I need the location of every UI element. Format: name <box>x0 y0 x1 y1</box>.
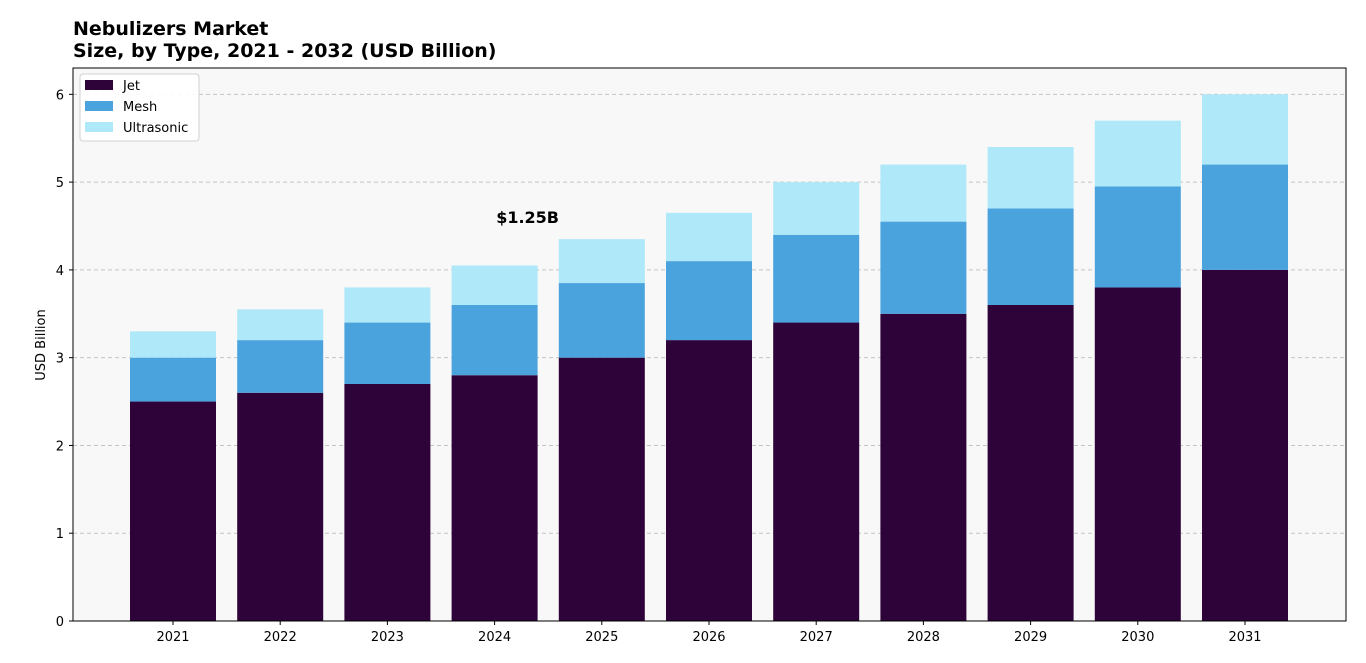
bar-mesh-2024 <box>451 305 538 376</box>
legend-swatch <box>85 101 113 111</box>
bar-annotation: $1.25B <box>496 208 559 227</box>
bar-jet-2031 <box>1202 269 1288 621</box>
chart-title-line1: Nebulizers Market <box>73 18 269 40</box>
y-tick-label: 2 <box>56 439 64 454</box>
x-tick-label: 2023 <box>371 630 404 645</box>
y-axis-label: USD Billion <box>34 309 49 380</box>
bar-mesh-2025 <box>558 283 645 358</box>
x-tick-label: 2028 <box>907 630 940 645</box>
y-tick-label: 4 <box>56 264 64 279</box>
bar-ultrasonic-2023 <box>344 287 431 323</box>
bar-ultrasonic-2029 <box>987 147 1074 209</box>
bar-mesh-2029 <box>987 208 1074 305</box>
bar-ultrasonic-2030 <box>1094 120 1181 187</box>
legend-label: Ultrasonic <box>123 121 188 136</box>
bar-jet-2030 <box>1094 287 1181 621</box>
bar-mesh-2026 <box>666 261 752 341</box>
y-tick-label: 3 <box>56 352 64 367</box>
bar-jet-2023 <box>344 384 431 621</box>
bar-ultrasonic-2021 <box>130 331 216 358</box>
x-tick-label: 2026 <box>692 630 725 645</box>
x-tick-label: 2027 <box>800 630 833 645</box>
x-tick-label: 2025 <box>585 630 618 645</box>
y-tick-label: 0 <box>56 615 64 630</box>
bar-mesh-2022 <box>237 340 324 393</box>
bar-mesh-2023 <box>344 322 431 384</box>
bar-jet-2025 <box>558 357 645 621</box>
bar-jet-2021 <box>130 401 216 621</box>
x-tick-label: 2029 <box>1014 630 1047 645</box>
chart-title: Nebulizers Market Size, by Type, 2021 - … <box>73 18 496 62</box>
bar-mesh-2031 <box>1202 164 1288 270</box>
bar-ultrasonic-2025 <box>558 239 645 284</box>
x-tick-label: 2022 <box>264 630 297 645</box>
x-tick-label: 2021 <box>156 630 189 645</box>
legend-swatch <box>85 80 113 90</box>
bar-ultrasonic-2028 <box>880 164 967 222</box>
y-tick-label: 6 <box>56 88 64 103</box>
bars <box>130 94 1288 621</box>
bar-jet-2029 <box>987 305 1074 621</box>
x-tick-label: 2030 <box>1121 630 1154 645</box>
bar-jet-2024 <box>451 375 538 621</box>
bar-mesh-2021 <box>130 357 216 402</box>
legend-label: Jet <box>122 79 140 94</box>
legend: Jet Mesh Ultrasonic <box>79 73 200 142</box>
x-axis: 2021 2022 2023 2024 2025 2026 2027 2028 2029 2030… <box>156 621 1262 645</box>
bar-mesh-2027 <box>773 234 860 323</box>
bar-ultrasonic-2031 <box>1202 94 1288 165</box>
x-tick-label: 2031 <box>1228 630 1261 645</box>
bar-ultrasonic-2022 <box>237 309 324 341</box>
legend-label: Mesh <box>123 100 157 115</box>
bar-ultrasonic-2026 <box>666 212 752 262</box>
bar-jet-2027 <box>773 322 860 621</box>
bar-mesh-2028 <box>880 221 967 314</box>
chart-title-line2: Size, by Type, 2021 - 2032 (USD Billion) <box>73 40 497 62</box>
x-tick-label: 2024 <box>478 630 511 645</box>
legend-swatch <box>85 122 113 132</box>
bar-ultrasonic-2027 <box>773 182 860 235</box>
bar-jet-2028 <box>880 313 967 621</box>
bar-jet-2026 <box>666 340 752 621</box>
bar-mesh-2030 <box>1094 186 1181 288</box>
y-axis: 0 1 2 3 4 5 6 <box>56 88 73 630</box>
y-tick-label: 1 <box>56 527 64 542</box>
bar-ultrasonic-2024 <box>451 265 538 305</box>
bar-jet-2022 <box>237 392 324 621</box>
y-tick-label: 5 <box>56 176 64 191</box>
